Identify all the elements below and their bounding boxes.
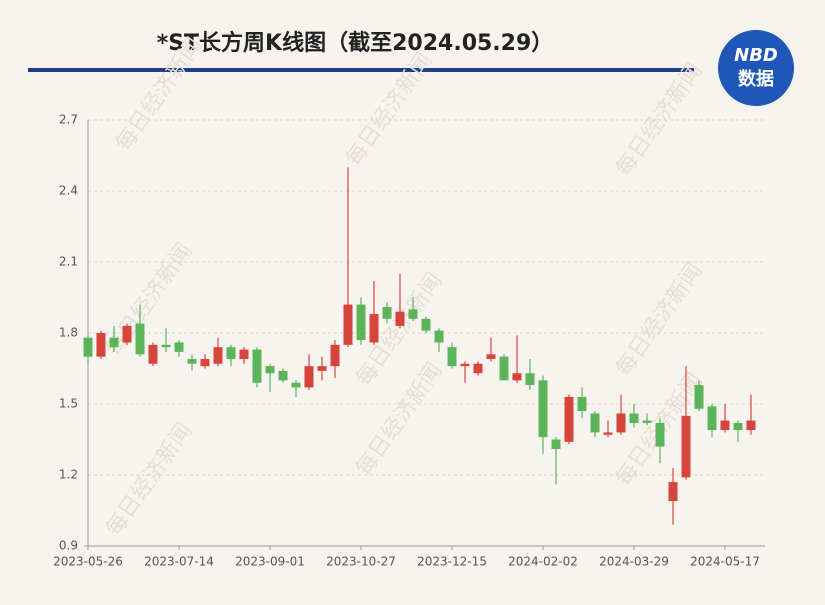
x-tick-label: 2024-05-17 (690, 555, 760, 569)
logo-text: NBD (734, 45, 778, 66)
y-tick-label: 0.9 (59, 539, 78, 553)
candle-body (694, 385, 704, 409)
x-tick-label: 2024-03-29 (599, 555, 669, 569)
candle-body (408, 309, 418, 319)
y-tick-label: 2.7 (59, 113, 78, 127)
candle-body (265, 366, 275, 374)
candle-body (473, 363, 483, 374)
y-tick-label: 1.8 (59, 326, 78, 340)
y-tick-label: 2.4 (59, 184, 78, 198)
x-tick-label: 2023-09-01 (235, 555, 305, 569)
candle-body (590, 413, 600, 433)
logo (718, 30, 794, 106)
candle-body (278, 370, 288, 381)
candle-body (733, 422, 743, 431)
candle-body (434, 330, 444, 343)
candle-body (629, 413, 639, 423)
candle-body (551, 439, 561, 449)
candle-body (200, 359, 210, 367)
candle-body (382, 306, 392, 319)
candle-body (291, 382, 301, 388)
candle-body (239, 349, 249, 360)
candle-body (707, 406, 717, 431)
x-tick-label: 2024-02-02 (508, 555, 578, 569)
x-tick-label: 2023-05-26 (53, 555, 123, 569)
candle-body (681, 415, 691, 478)
candle-body (668, 482, 678, 502)
candle-body (343, 304, 353, 345)
candle-body (174, 342, 184, 352)
candle-body (213, 347, 223, 364)
candle-body (304, 366, 314, 388)
candle-body (499, 356, 509, 381)
logo-text: 数据 (738, 68, 774, 90)
candle-body (330, 344, 340, 367)
candle-body (538, 380, 548, 438)
y-tick-label: 2.1 (59, 255, 78, 269)
x-tick-label: 2023-10-27 (326, 555, 396, 569)
y-tick-label: 1.2 (59, 468, 78, 482)
candle-body (564, 396, 574, 442)
candle-body (369, 314, 379, 343)
candle-body (187, 359, 197, 364)
candle-body (161, 344, 171, 348)
candle-body (486, 354, 496, 360)
candle-body (655, 422, 665, 447)
candle-body (148, 344, 158, 364)
candle-body (226, 347, 236, 360)
candle-body (603, 432, 613, 435)
candle-body (356, 304, 366, 341)
candle-body (525, 373, 535, 386)
candle-body (395, 311, 405, 326)
candle-body (109, 337, 119, 348)
candle-body (135, 323, 145, 355)
candle-body (720, 420, 730, 431)
candle-body (577, 396, 587, 412)
candle-body (642, 420, 652, 423)
x-tick-label: 2023-07-14 (144, 555, 214, 569)
candle-body (317, 366, 327, 371)
candle-body (122, 325, 132, 343)
candle-body (447, 347, 457, 367)
candle-body (421, 318, 431, 331)
chart-title: *ST长方周K线图（截至2024.05.29） (157, 30, 554, 56)
candle-body (252, 349, 262, 383)
candle-body (83, 337, 93, 357)
y-tick-label: 1.5 (59, 397, 78, 411)
candle-body (512, 373, 522, 381)
candle-body (96, 333, 106, 357)
x-tick-label: 2023-12-15 (417, 555, 487, 569)
candle-body (460, 363, 470, 367)
candle-body (616, 413, 626, 433)
candle-body (746, 420, 756, 431)
